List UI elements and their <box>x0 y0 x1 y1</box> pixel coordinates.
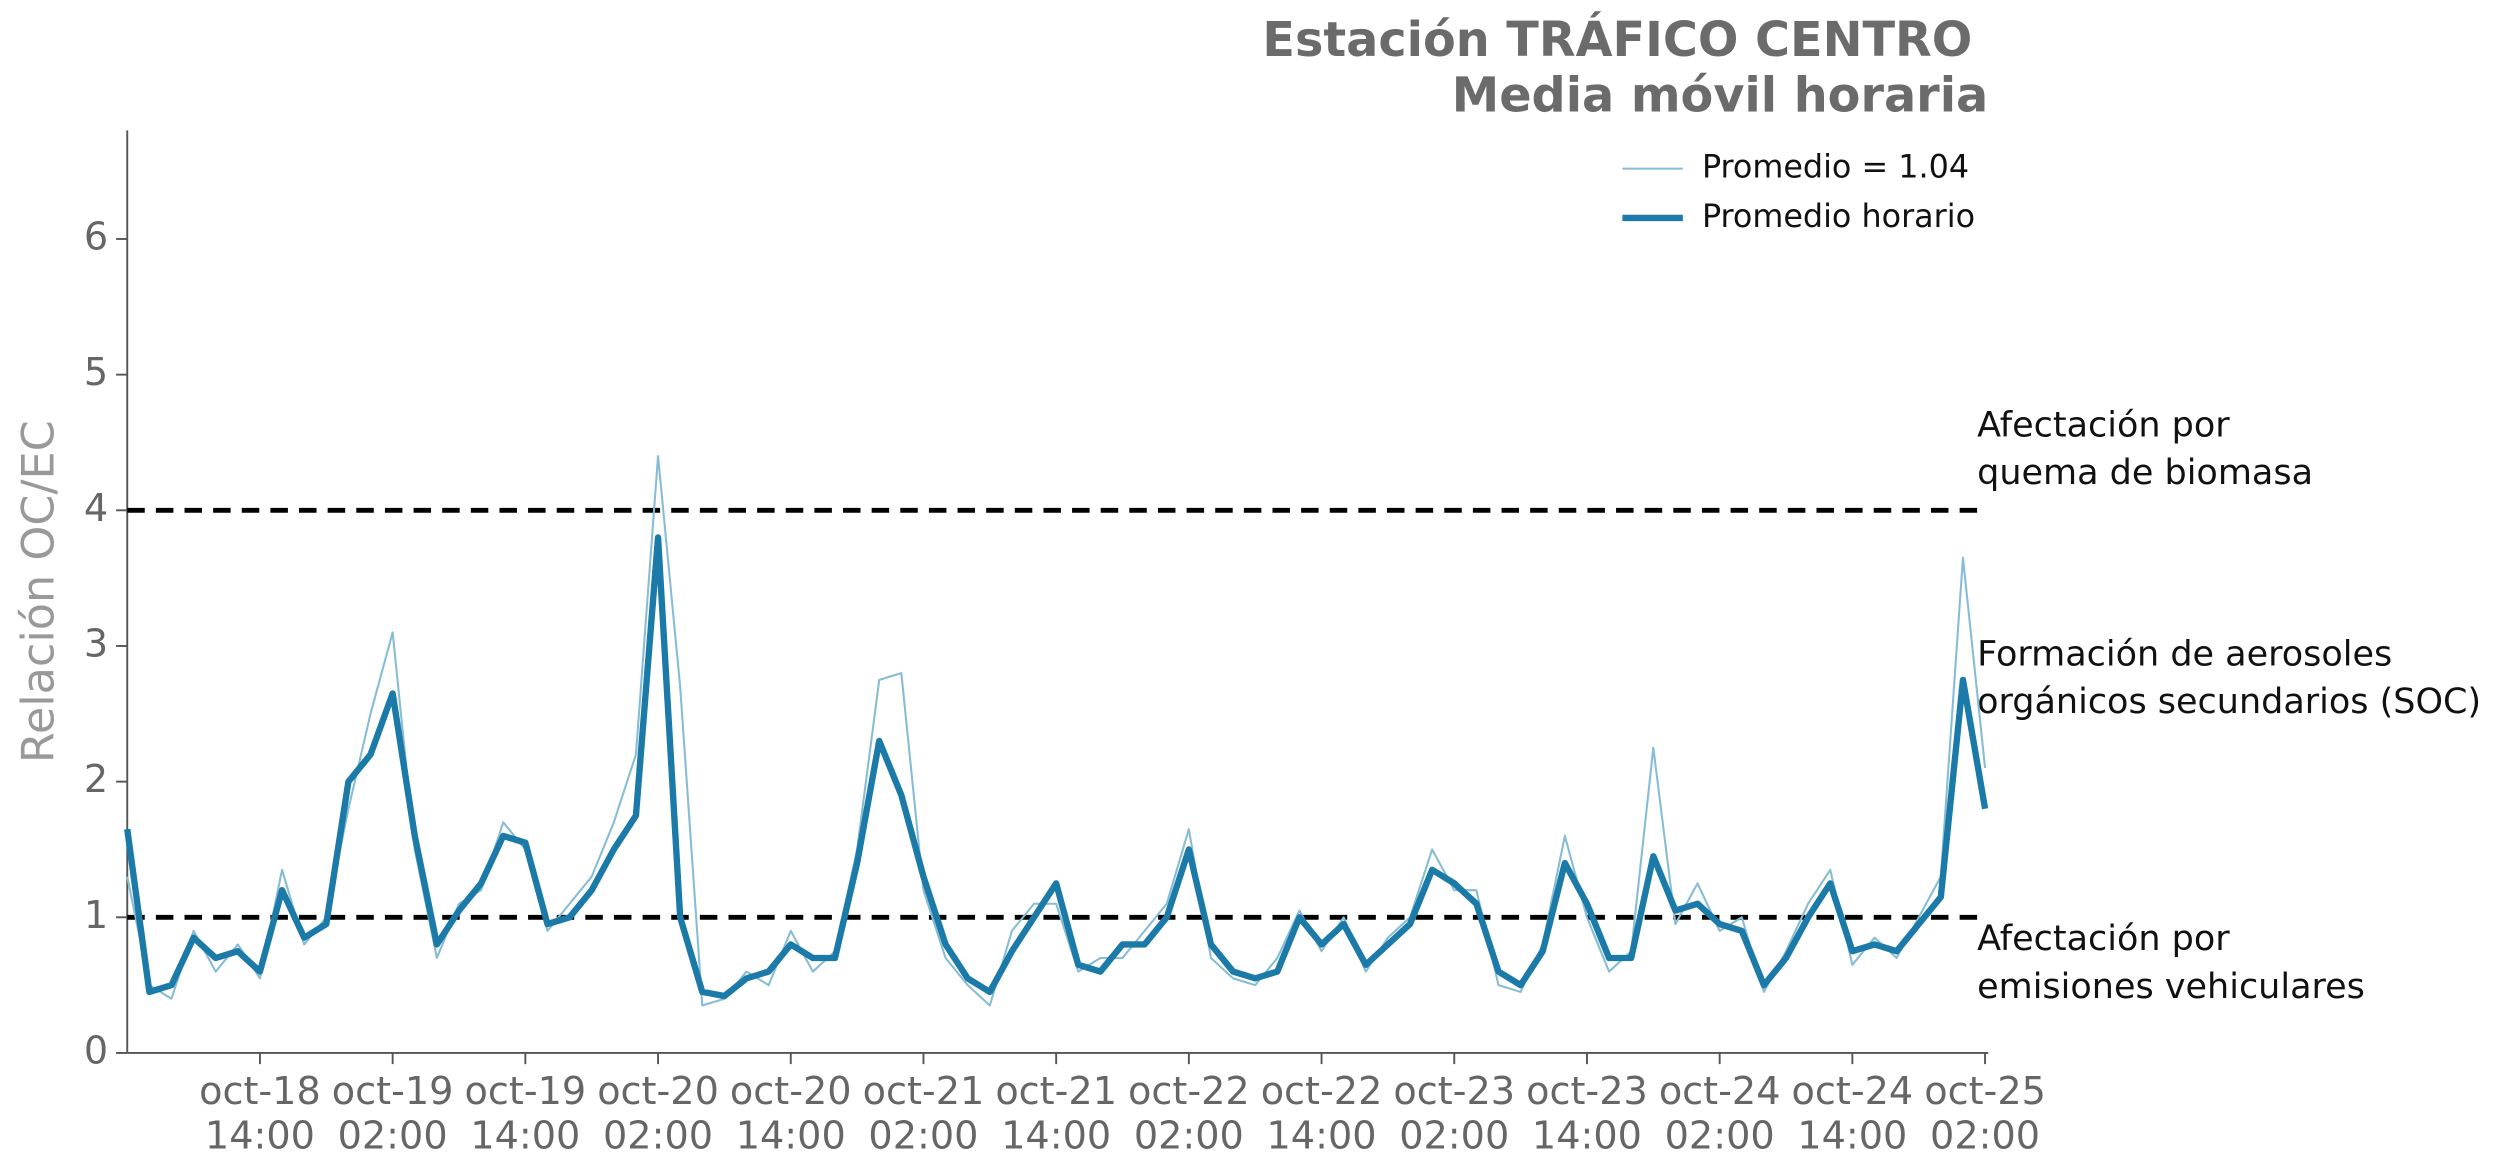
y-axis-label: Relación OC/EC <box>12 420 64 763</box>
y-tick-label: 6 <box>84 215 108 259</box>
y-tick-label: 2 <box>84 758 108 802</box>
x-tick-label: oct-22 14:00 <box>1260 1068 1383 1158</box>
y-tick-label: 3 <box>84 622 108 666</box>
x-tick-label: oct-19 14:00 <box>464 1068 587 1158</box>
x-tick-label: oct-21 02:00 <box>862 1068 985 1158</box>
y-tick-label: 5 <box>84 351 108 395</box>
series-line <box>124 534 1989 1000</box>
x-tick-label: oct-23 02:00 <box>1393 1068 1516 1158</box>
legend-label: Promedio horario <box>1702 197 1975 235</box>
annotation: orgánicos secundarios (SOC) <box>1977 682 2481 722</box>
series-line <box>126 455 1987 1007</box>
chart-title: Estación TRÁFICO CENTRO <box>1262 11 1972 68</box>
legend-label: Promedio = 1.04 <box>1702 148 1969 186</box>
chart-subtitle: Media móvil horaria <box>1452 69 1989 124</box>
annotation: Afectación por <box>1977 919 2230 959</box>
x-tick-label: oct-18 14:00 <box>199 1068 321 1158</box>
x-tick-label: oct-20 14:00 <box>729 1068 852 1158</box>
annotation: emisiones vehiculares <box>1977 967 2365 1007</box>
x-tick-label: oct-24 14:00 <box>1791 1068 1914 1158</box>
x-tick-label: oct-25 02:00 <box>1924 1068 2046 1158</box>
x-tick-label: oct-19 02:00 <box>331 1068 454 1158</box>
x-tick-label: oct-21 14:00 <box>995 1068 1117 1158</box>
annotation: Afectación por <box>1977 405 2230 445</box>
annotation: quema de biomasa <box>1977 453 2313 493</box>
y-tick-label: 0 <box>84 1029 108 1073</box>
y-tick-label: 4 <box>84 487 108 531</box>
x-tick-label: oct-22 02:00 <box>1128 1068 1250 1158</box>
x-tick-label: oct-24 02:00 <box>1658 1068 1781 1158</box>
x-tick-label: oct-20 02:00 <box>597 1068 719 1158</box>
x-tick-label: oct-23 14:00 <box>1526 1068 1648 1158</box>
annotation: Formación de aerosoles <box>1977 634 2392 674</box>
y-tick-label: 1 <box>84 894 108 938</box>
